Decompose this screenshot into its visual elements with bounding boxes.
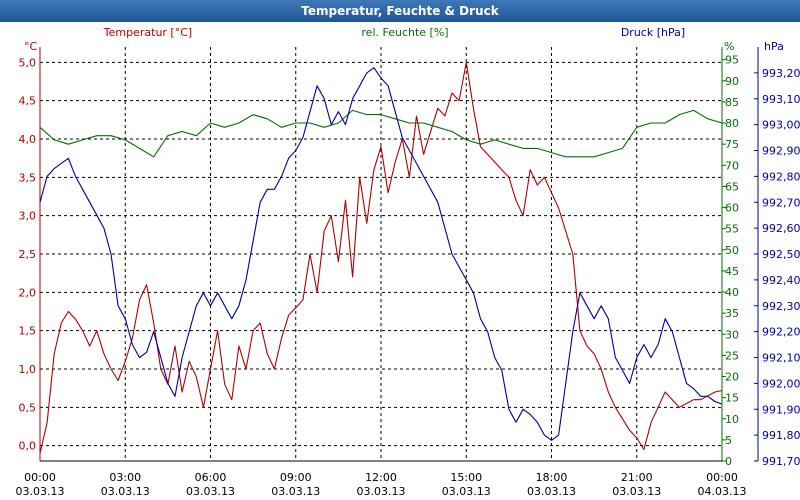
y-tick-temperature: 4,5	[19, 95, 37, 108]
y-tick-humidity: 15	[725, 392, 739, 405]
x-tick-time: 15:00	[450, 471, 482, 484]
y-tick-humidity: 25	[725, 349, 739, 362]
series-label-humidity: rel. Feuchte [%]	[361, 26, 448, 39]
y-tick-temperature: 4,0	[19, 133, 37, 146]
chart: 00:0003.03.1303:0003.03.1306:0003.03.130…	[16, 26, 800, 498]
y-tick-temperature: 0,5	[19, 401, 37, 414]
y-tick-temperature: 2,0	[19, 286, 37, 299]
y-tick-humidity: 30	[725, 328, 739, 341]
y-tick-humidity: 80	[725, 117, 739, 130]
x-tick-time: 18:00	[536, 471, 568, 484]
chart-title: Temperatur, Feuchte & Druck	[0, 0, 800, 22]
series-line-pressure	[39, 67, 723, 441]
y-tick-humidity: 55	[725, 223, 739, 236]
y-tick-humidity: 65	[725, 180, 739, 193]
y-tick-humidity: 70	[725, 159, 739, 172]
y-tick-pressure: 992,80	[762, 170, 800, 183]
y-tick-temperature: 2,5	[19, 248, 37, 261]
y-tick-humidity: 90	[725, 75, 739, 88]
y-tick-temperature: 3,5	[19, 171, 37, 184]
y-tick-humidity: 85	[725, 96, 739, 109]
y-tick-pressure: 992,40	[762, 274, 800, 287]
x-tick-time: 12:00	[365, 471, 397, 484]
axis-labels: 00:0003.03.1303:0003.03.1306:0003.03.130…	[16, 26, 800, 498]
y-tick-temperature: 0,0	[19, 440, 37, 453]
y-tick-humidity: 45	[725, 265, 739, 278]
y-tick-humidity: 60	[725, 202, 739, 215]
y-tick-humidity: 0	[725, 455, 732, 468]
y-tick-pressure: 993,20	[762, 67, 800, 80]
y-tick-pressure: 991,80	[762, 429, 800, 442]
x-tick-time: 21:00	[621, 471, 653, 484]
y-tick-humidity: 95	[725, 54, 739, 67]
x-tick-date: 03.03.13	[612, 485, 661, 498]
x-tick-time: 03:00	[109, 471, 141, 484]
y-tick-pressure: 992,70	[762, 196, 800, 209]
x-tick-date: 03.03.13	[442, 485, 491, 498]
y-tick-pressure: 992,10	[762, 352, 800, 365]
y-tick-temperature: 5,0	[19, 56, 37, 69]
y-tick-pressure: 992,20	[762, 326, 800, 339]
x-tick-time: 00:00	[24, 471, 56, 484]
y-tick-temperature: 3,0	[19, 210, 37, 223]
axis-unit-humidity: %	[724, 40, 734, 53]
x-tick-date: 03.03.13	[186, 485, 235, 498]
x-tick-time: 09:00	[280, 471, 312, 484]
y-tick-humidity: 50	[725, 244, 739, 257]
y-tick-pressure: 991,70	[762, 455, 800, 468]
y-tick-pressure: 992,00	[762, 377, 800, 390]
plot-frame	[39, 47, 759, 462]
y-tick-pressure: 992,60	[762, 222, 800, 235]
y-tick-temperature: 1,5	[19, 325, 37, 338]
y-tick-pressure: 992,30	[762, 300, 800, 313]
y-tick-temperature: 1,0	[19, 363, 37, 376]
x-tick-date: 04.03.13	[698, 485, 747, 498]
series-label-pressure: Druck [hPa]	[621, 26, 685, 39]
x-tick-time: 00:00	[706, 471, 738, 484]
series-line-temperature	[39, 61, 723, 454]
y-tick-humidity: 35	[725, 307, 739, 320]
y-tick-pressure: 992,50	[762, 248, 800, 261]
grid	[40, 47, 722, 461]
y-tick-pressure: 993,10	[762, 93, 800, 106]
series-line-humidity	[39, 109, 723, 158]
y-tick-humidity: 10	[725, 413, 739, 426]
x-tick-date: 03.03.13	[271, 485, 320, 498]
y-tick-pressure: 992,90	[762, 145, 800, 158]
x-tick-date: 03.03.13	[527, 485, 576, 498]
axis-unit-temperature: °C	[24, 40, 38, 53]
y-tick-humidity: 20	[725, 371, 739, 384]
x-tick-date: 03.03.13	[16, 485, 65, 498]
y-tick-humidity: 75	[725, 138, 739, 151]
series-label-temperature: Temperatur [°C]	[103, 26, 192, 39]
x-tick-date: 03.03.13	[101, 485, 150, 498]
axis-unit-pressure: hPa	[764, 40, 784, 53]
y-tick-pressure: 993,00	[762, 119, 800, 132]
y-tick-humidity: 5	[725, 434, 732, 447]
y-tick-pressure: 991,90	[762, 403, 800, 416]
x-tick-time: 06:00	[195, 471, 227, 484]
series-layer	[39, 61, 723, 454]
x-tick-date: 03.03.13	[357, 485, 406, 498]
y-tick-humidity: 40	[725, 286, 739, 299]
